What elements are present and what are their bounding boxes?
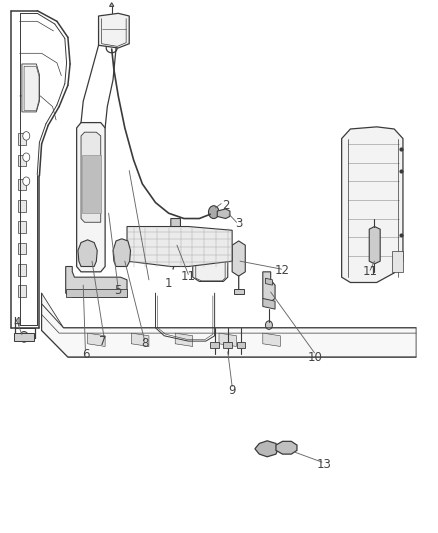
Polygon shape (219, 333, 237, 346)
Polygon shape (263, 272, 275, 303)
Bar (18, 285, 26, 297)
Polygon shape (193, 244, 228, 281)
Bar (18, 221, 26, 233)
Polygon shape (81, 132, 101, 222)
Polygon shape (369, 227, 380, 264)
Circle shape (23, 132, 30, 140)
Bar (18, 243, 26, 254)
Bar (210, 259, 219, 266)
Circle shape (23, 177, 30, 185)
Bar (210, 252, 219, 260)
Polygon shape (263, 333, 280, 346)
Polygon shape (42, 293, 416, 357)
Ellipse shape (259, 444, 273, 454)
Polygon shape (263, 298, 275, 309)
Text: 11: 11 (363, 265, 378, 278)
Text: 12: 12 (275, 264, 290, 277)
Bar (198, 252, 207, 260)
Text: 11: 11 (181, 270, 196, 282)
Polygon shape (110, 3, 114, 6)
Bar (18, 200, 26, 212)
Polygon shape (210, 342, 219, 348)
Circle shape (23, 153, 30, 161)
Polygon shape (14, 333, 34, 341)
Polygon shape (276, 441, 297, 454)
Polygon shape (78, 240, 97, 266)
Polygon shape (82, 155, 101, 213)
Polygon shape (99, 13, 129, 48)
Bar (18, 264, 26, 276)
Polygon shape (127, 227, 232, 266)
Text: 6: 6 (81, 348, 89, 361)
Polygon shape (232, 241, 245, 276)
Polygon shape (66, 266, 127, 297)
Text: 4: 4 (13, 316, 21, 329)
Circle shape (83, 249, 92, 260)
Text: 1: 1 (165, 277, 173, 290)
Polygon shape (88, 333, 105, 346)
Ellipse shape (280, 443, 293, 452)
Text: 8: 8 (141, 337, 148, 350)
Circle shape (20, 332, 28, 342)
Polygon shape (131, 333, 149, 346)
Polygon shape (265, 278, 272, 285)
Text: 9: 9 (228, 384, 236, 397)
Polygon shape (392, 251, 403, 272)
Bar (18, 179, 26, 190)
Polygon shape (237, 342, 245, 348)
Text: 3: 3 (235, 217, 242, 230)
Polygon shape (22, 64, 39, 112)
Polygon shape (342, 127, 403, 282)
Polygon shape (255, 441, 278, 457)
Circle shape (208, 206, 219, 219)
Polygon shape (217, 209, 230, 219)
Circle shape (265, 321, 272, 329)
Bar (18, 133, 26, 145)
Bar (198, 259, 207, 266)
Polygon shape (77, 123, 105, 272)
Circle shape (117, 249, 126, 260)
Bar (18, 155, 26, 166)
Polygon shape (171, 219, 180, 248)
Polygon shape (223, 342, 232, 348)
Text: 7: 7 (99, 335, 107, 348)
Text: 5: 5 (115, 284, 122, 297)
Polygon shape (66, 289, 127, 297)
Text: 13: 13 (317, 458, 332, 471)
Text: 2: 2 (222, 199, 230, 212)
Text: 10: 10 (308, 351, 323, 364)
Polygon shape (234, 289, 244, 294)
Polygon shape (175, 333, 193, 346)
Polygon shape (113, 239, 131, 266)
